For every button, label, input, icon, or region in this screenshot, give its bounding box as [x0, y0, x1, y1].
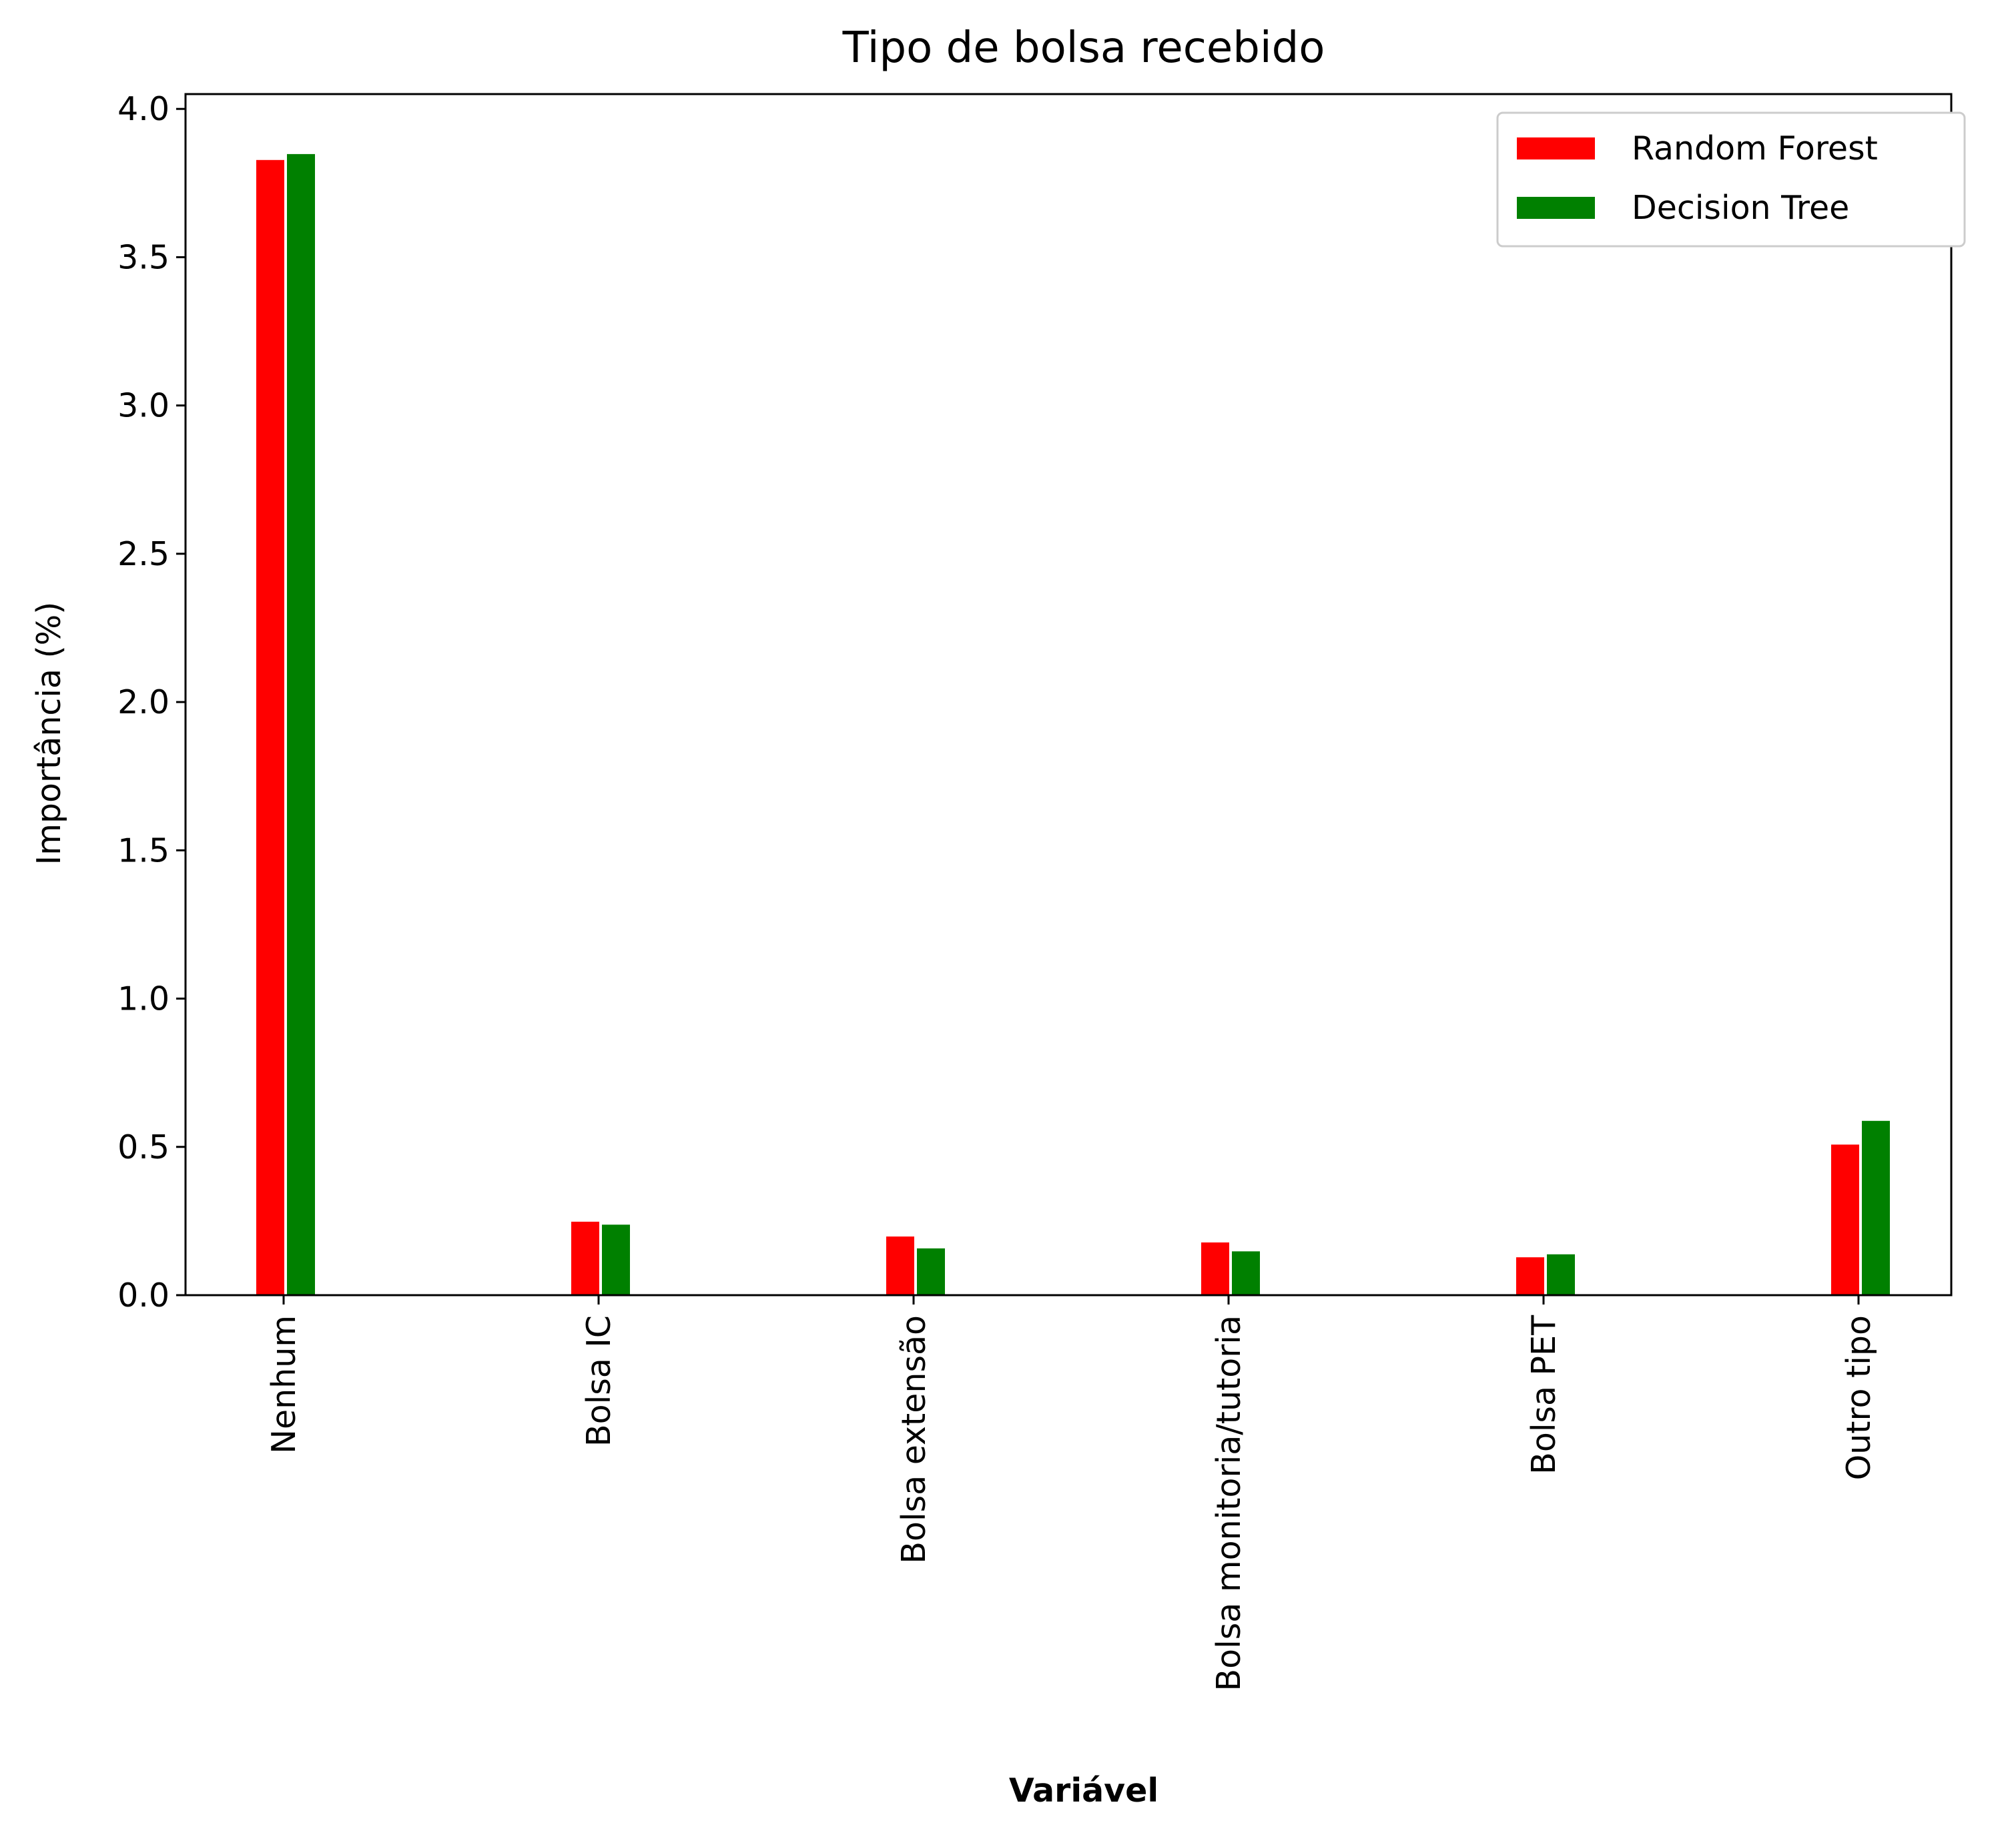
bar-decision-tree-4 — [1546, 1252, 1576, 1297]
x-tick-label: Bolsa monitoria/tutoria — [1210, 1315, 1248, 1691]
x-tick-label: Bolsa PET — [1525, 1315, 1563, 1475]
bar-random-forest-1 — [570, 1220, 601, 1297]
bar-decision-tree-0 — [286, 152, 316, 1296]
bar-decision-tree-5 — [1861, 1119, 1891, 1297]
plot-area: 0.0 0.5 1.0 1.5 2.0 2.5 3.0 3.5 4.0 Nenhum Bolsa I… — [117, 90, 1953, 1691]
bar-random-forest-0 — [255, 158, 286, 1296]
bar-decision-tree-1 — [601, 1223, 631, 1297]
y-tick-label: 0.5 — [117, 1128, 170, 1166]
y-tick-label: 3.0 — [117, 387, 170, 425]
legend-swatch — [1517, 137, 1595, 159]
legend-label: Decision Tree — [1632, 189, 1849, 227]
bar-random-forest-3 — [1200, 1241, 1231, 1296]
x-axis-label: Variável — [1009, 1772, 1158, 1810]
y-axis-label: Importância (%) — [30, 602, 68, 865]
legend-label: Random Forest — [1632, 129, 1878, 167]
bar-decision-tree-2 — [916, 1246, 946, 1297]
bar-random-forest-2 — [885, 1235, 916, 1296]
x-tick-label: Nenhum — [265, 1315, 303, 1454]
legend: Random Forest Decision Tree — [1496, 111, 1966, 248]
x-tick-label: Bolsa IC — [580, 1315, 618, 1447]
bar-decision-tree-3 — [1231, 1250, 1261, 1297]
plot-frame — [184, 93, 1953, 1297]
y-tick-label: 3.5 — [117, 238, 170, 276]
legend-box — [1496, 111, 1966, 248]
y-tick-label: 1.0 — [117, 980, 170, 1018]
x-tick-label: Bolsa extensão — [895, 1315, 933, 1564]
y-tick-label: 1.5 — [117, 831, 170, 869]
y-tick-label: 0.0 — [117, 1276, 170, 1315]
y-tick-label: 2.0 — [117, 683, 170, 721]
chart-title: Tipo de bolsa recebido — [842, 23, 1325, 73]
bar-random-forest-4 — [1515, 1256, 1546, 1296]
x-tick-label: Outro tipo — [1840, 1315, 1878, 1480]
y-tick-label: 2.5 — [117, 535, 170, 573]
legend-swatch — [1517, 197, 1595, 219]
y-tick-label: 4.0 — [117, 90, 170, 128]
bar-random-forest-5 — [1830, 1143, 1861, 1297]
